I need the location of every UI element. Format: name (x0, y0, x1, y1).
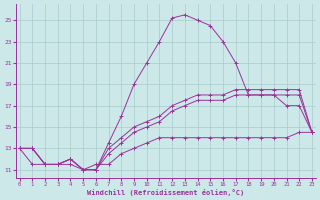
X-axis label: Windchill (Refroidissement éolien,°C): Windchill (Refroidissement éolien,°C) (87, 189, 244, 196)
